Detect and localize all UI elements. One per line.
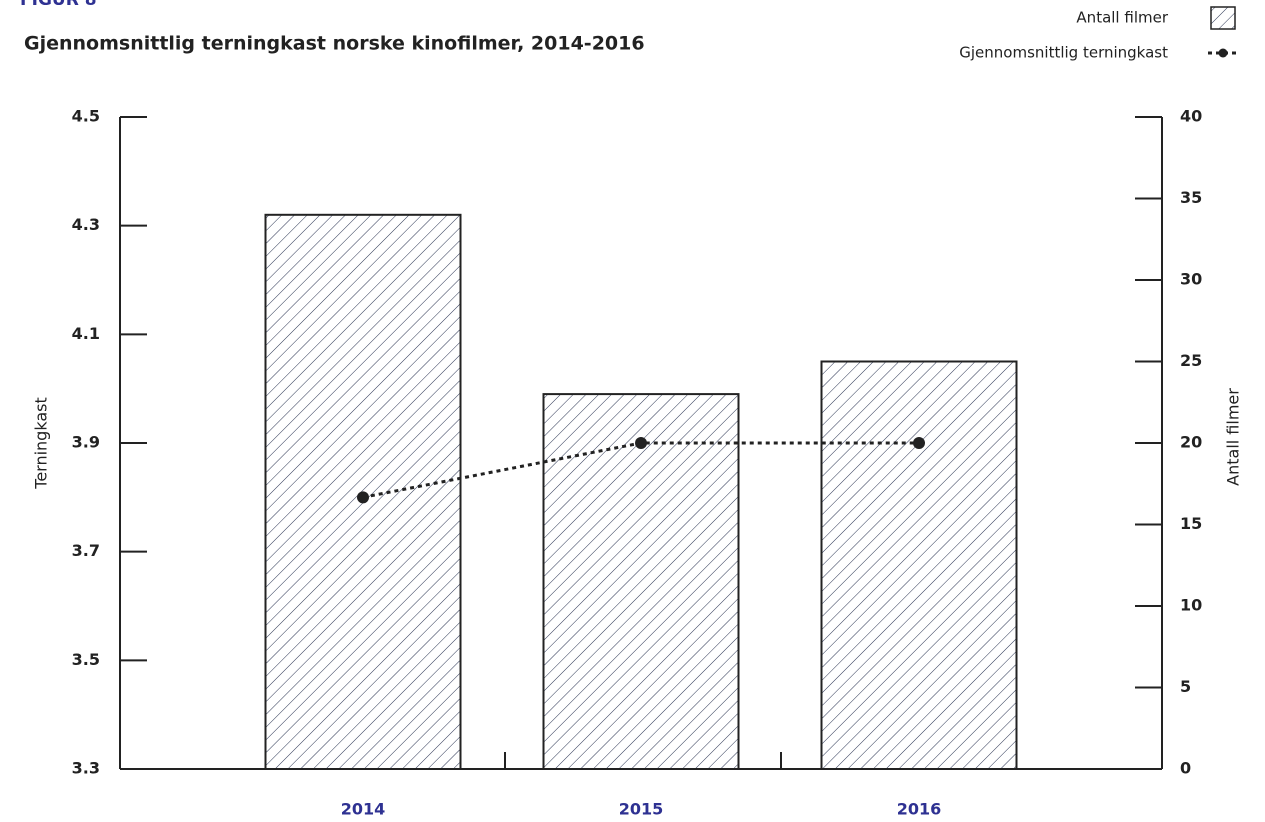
legend-swatch — [1218, 48, 1228, 58]
y2-tick-label: 30 — [1180, 270, 1202, 289]
y2-tick-label: 15 — [1180, 514, 1202, 533]
bar — [542, 393, 740, 770]
legend-swatch — [1210, 6, 1236, 30]
y-axis-label: Terningkast — [32, 397, 51, 489]
x-tick-label: 2016 — [897, 800, 942, 819]
point — [357, 491, 369, 504]
y-tick-label: 3.3 — [72, 759, 100, 778]
y-tick-label: 4.3 — [72, 215, 100, 234]
legend-label: Gjennomsnittlig terningkast — [959, 44, 1168, 62]
y-tick-label: 3.9 — [72, 433, 100, 452]
y2-tick-label: 20 — [1180, 433, 1202, 452]
figure-label: FIGUR 8 — [20, 0, 97, 10]
chart-title: Gjennomsnittlig terningkast norske kinof… — [24, 33, 645, 55]
y-tick-label: 3.7 — [72, 541, 100, 560]
y2-tick-label: 25 — [1180, 351, 1202, 370]
bar — [820, 360, 1018, 770]
point — [913, 437, 925, 449]
y-tick-label: 3.5 — [72, 650, 100, 669]
y2-tick-label: 10 — [1180, 596, 1202, 615]
y-tick-label: 4.5 — [72, 107, 100, 126]
x-tick-label: 2015 — [619, 800, 664, 819]
y2-tick-label: 40 — [1180, 107, 1202, 126]
y2-axis-label: Antall filmer — [1224, 388, 1243, 486]
y2-tick-label: 35 — [1180, 188, 1202, 207]
x-tick-label: 2014 — [341, 800, 386, 819]
point — [635, 437, 647, 449]
legend-label: Antall filmer — [1076, 9, 1168, 27]
y-tick-label: 4.1 — [72, 324, 100, 343]
y2-tick-label: 5 — [1180, 677, 1191, 696]
y2-tick-label: 0 — [1180, 759, 1191, 778]
